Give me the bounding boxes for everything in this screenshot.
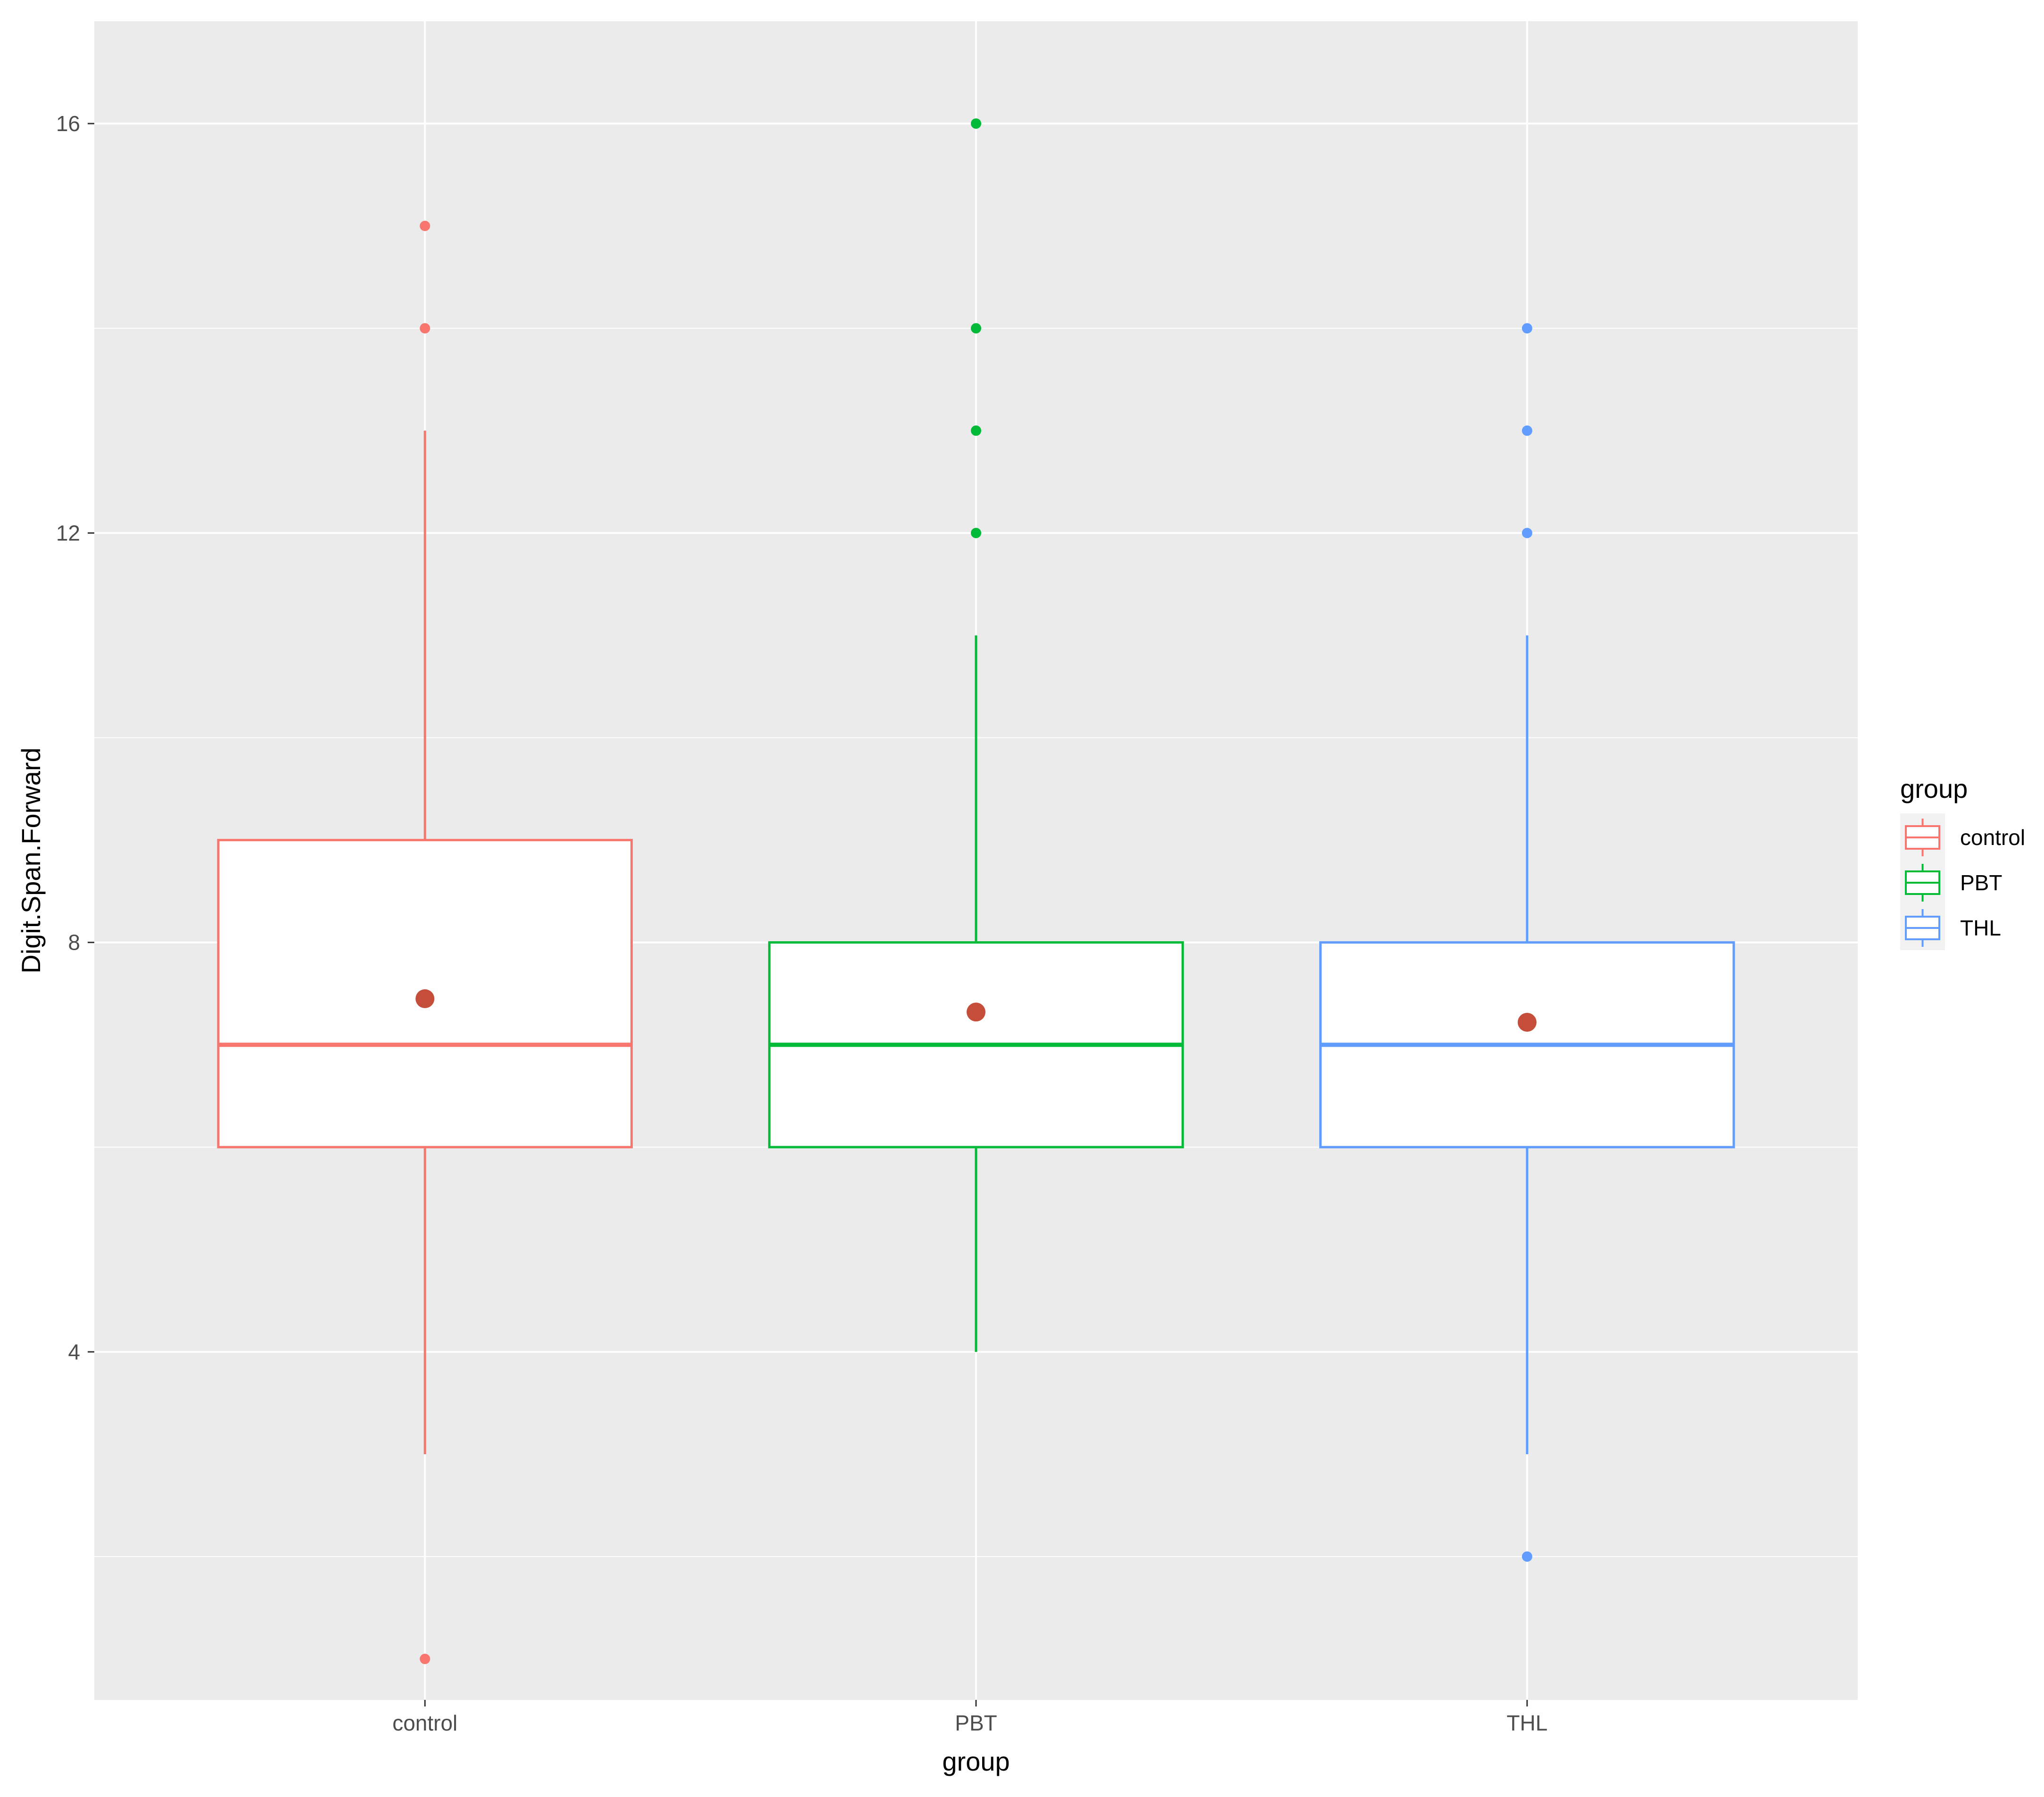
outlier-point	[420, 221, 430, 232]
y-tick-label: 4	[68, 1340, 80, 1364]
x-tick-label: control	[392, 1711, 457, 1735]
legend-label: control	[1960, 825, 2025, 850]
mean-marker	[1517, 1012, 1537, 1032]
x-axis-title: group	[942, 1747, 1010, 1776]
outlier-point	[1522, 323, 1532, 334]
y-axis-title: Digit.Span.Forward	[16, 747, 46, 973]
y-axis-ticks: 4 8 12 16	[56, 111, 94, 1364]
legend-label: THL	[1960, 916, 2001, 940]
outlier-point	[420, 1654, 430, 1665]
outlier-point	[971, 323, 981, 334]
outlier-point	[971, 118, 981, 129]
outlier-point	[1522, 1551, 1532, 1562]
y-tick-label: 16	[56, 111, 80, 136]
x-tick-label: PBT	[955, 1711, 997, 1735]
mean-marker	[415, 989, 435, 1009]
x-tick-label: THL	[1506, 1711, 1547, 1735]
mean-marker	[967, 1002, 985, 1022]
outlier-point	[971, 528, 981, 538]
legend-label: PBT	[1960, 870, 2002, 895]
boxes	[217, 118, 1735, 1665]
x-axis-ticks: control PBT THL	[392, 1700, 1547, 1735]
outlier-point	[420, 323, 430, 334]
outlier-point	[1522, 425, 1532, 436]
outlier-point	[1522, 528, 1532, 538]
y-tick-label: 12	[56, 521, 80, 545]
legend-title: group	[1900, 774, 1968, 803]
y-tick-label: 8	[68, 930, 80, 955]
outlier-point	[971, 425, 981, 436]
legend: group control PBT THL	[1900, 774, 2025, 950]
